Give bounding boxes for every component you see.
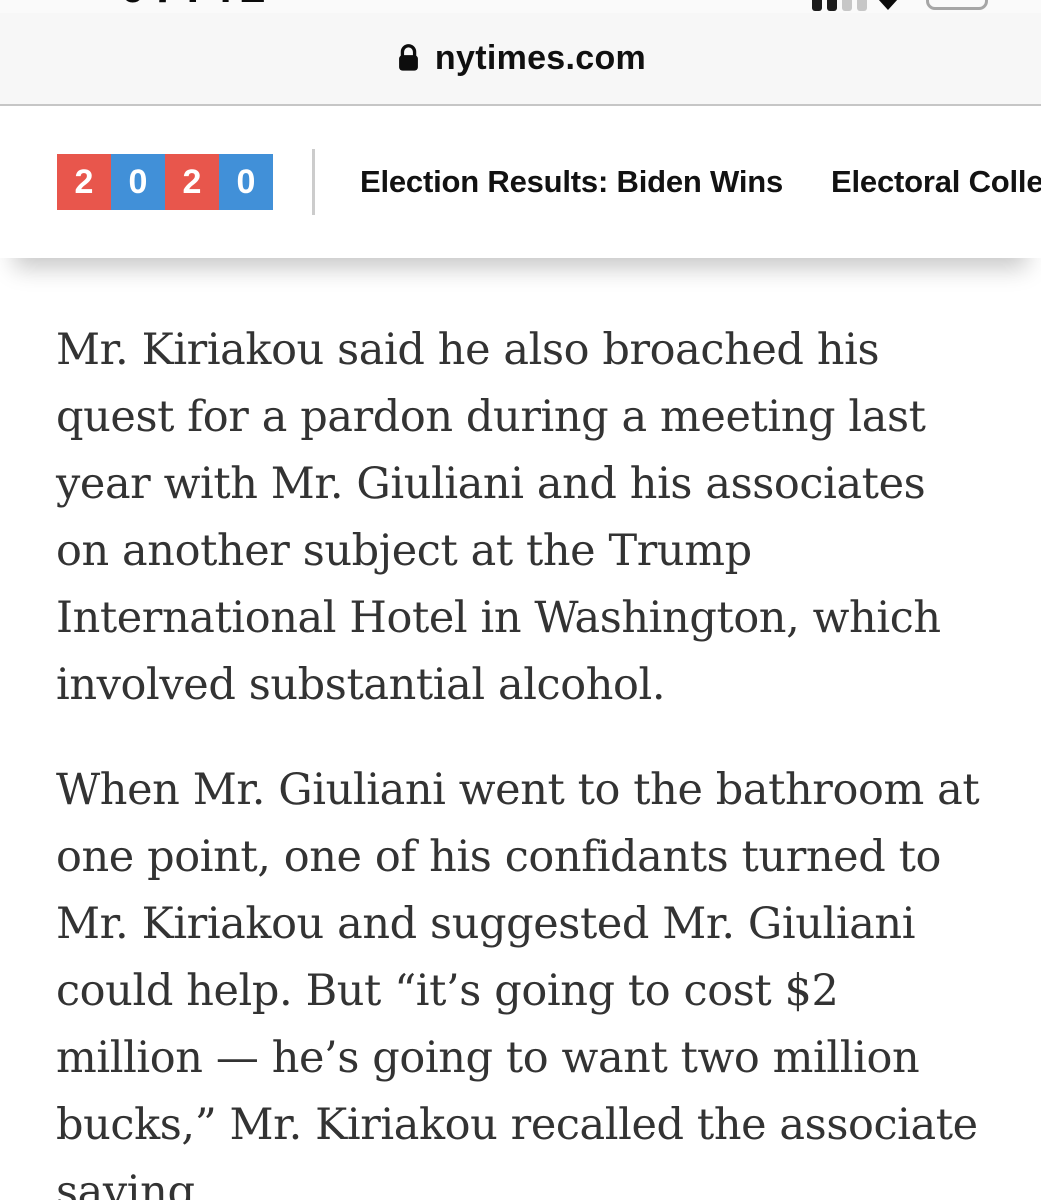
logo-digit: 2 (57, 154, 111, 210)
cellular-signal-icon (812, 0, 822, 11)
lock-icon (395, 43, 422, 74)
status-bar: 07:42 (0, 0, 1041, 13)
status-time: 07:42 (120, 0, 273, 9)
article-paragraph: Mr. Kiriakou said he also broached his q… (56, 325, 941, 710)
cellular-signal-icon (827, 0, 837, 11)
article-paragraph: When Mr. Giuliani went to the bathroom a… (56, 765, 980, 1200)
election-banner: 2 0 2 0 Election Results: Biden Wins Ele… (0, 106, 1041, 258)
cellular-signal-icon (857, 0, 867, 11)
url-text[interactable]: nytimes.com (434, 39, 647, 77)
nav-item-electoral-college[interactable]: Electoral Colle (831, 164, 1041, 199)
logo-digit: 2 (165, 154, 219, 210)
election-2020-logo[interactable]: 2 0 2 0 (57, 154, 273, 210)
address-bar[interactable]: nytimes.com (0, 13, 1041, 106)
battery-icon (926, 0, 988, 10)
banner-divider (312, 149, 315, 215)
chevron-down-icon (878, 0, 898, 10)
banner-nav: Election Results: Biden Wins Electoral C… (360, 164, 1041, 200)
nav-item-election-results[interactable]: Election Results: Biden Wins (360, 164, 784, 199)
cellular-signal-icon (842, 0, 852, 11)
logo-digit: 0 (219, 154, 273, 210)
article-body: Mr. Kiriakou said he also broached his q… (0, 258, 1041, 1200)
logo-digit: 0 (111, 154, 165, 210)
